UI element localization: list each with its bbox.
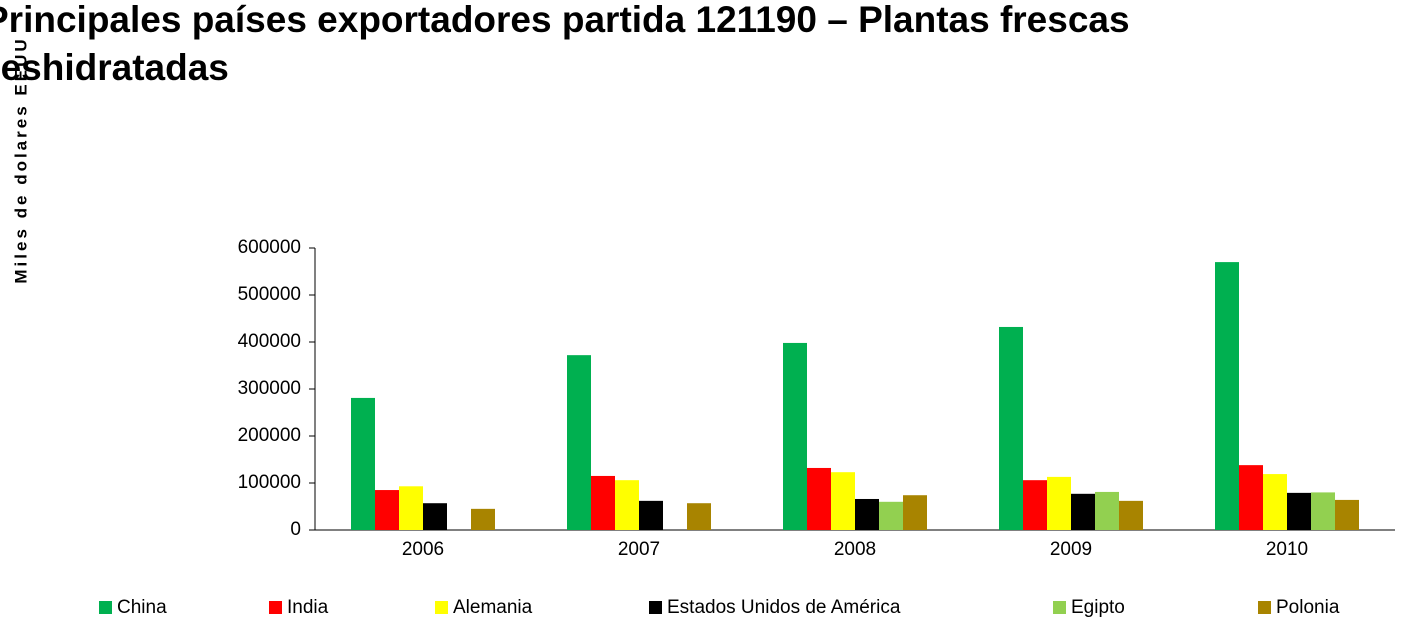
bar (639, 500, 663, 530)
legend-label: Alemania (453, 597, 533, 618)
legend-swatch (649, 601, 662, 614)
legend-label: Egipto (1071, 597, 1125, 618)
legend-swatch (99, 601, 112, 614)
bar (1335, 499, 1359, 530)
bar (1071, 493, 1095, 530)
legend-label: China (117, 597, 167, 618)
bar (351, 397, 375, 530)
bar (831, 472, 855, 530)
bar (567, 355, 591, 530)
bar (375, 490, 399, 530)
bar (879, 501, 903, 530)
legend-swatch (435, 601, 448, 614)
y-tick-label: 300000 (238, 378, 301, 399)
bar (1215, 262, 1239, 530)
y-tick-label: 200000 (238, 425, 301, 446)
x-tick-label: 2007 (618, 539, 660, 560)
bar (1119, 500, 1143, 530)
legend-swatch (269, 601, 282, 614)
y-axis-label: Miles de dolares EEUU (11, 36, 30, 283)
bar (999, 326, 1023, 530)
y-tick-label: 400000 (238, 331, 301, 352)
x-tick-label: 2009 (1050, 539, 1092, 560)
y-tick-label: 600000 (238, 237, 301, 258)
x-tick-label: 2010 (1266, 539, 1308, 560)
bar (1047, 476, 1071, 530)
bar (783, 342, 807, 530)
x-tick-label: 2008 (834, 539, 876, 560)
bar (1263, 474, 1287, 530)
y-tick-label: 100000 (238, 472, 301, 493)
legend-label: Polonia (1276, 597, 1340, 618)
bar (615, 480, 639, 530)
y-tick-label: 500000 (238, 284, 301, 305)
bar (471, 508, 495, 530)
chart-title: Principales países exportadores partida … (0, 0, 1130, 40)
bar (687, 503, 711, 530)
bar (1095, 491, 1119, 530)
y-tick-label: 0 (290, 519, 301, 540)
bar (591, 475, 615, 530)
bar (807, 467, 831, 530)
bar (1311, 492, 1335, 530)
legend-label: Estados Unidos de América (667, 597, 901, 618)
legend-swatch (1258, 601, 1271, 614)
bar (1239, 465, 1263, 530)
bar (423, 503, 447, 530)
legend-swatch (1053, 601, 1066, 614)
legend-label: India (287, 597, 329, 618)
x-tick-label: 2006 (402, 539, 444, 560)
bar (903, 495, 927, 530)
bar (1023, 480, 1047, 530)
chart-title: deshidratadas (0, 47, 229, 88)
bar (399, 486, 423, 530)
bar (855, 498, 879, 530)
bar (1287, 492, 1311, 530)
